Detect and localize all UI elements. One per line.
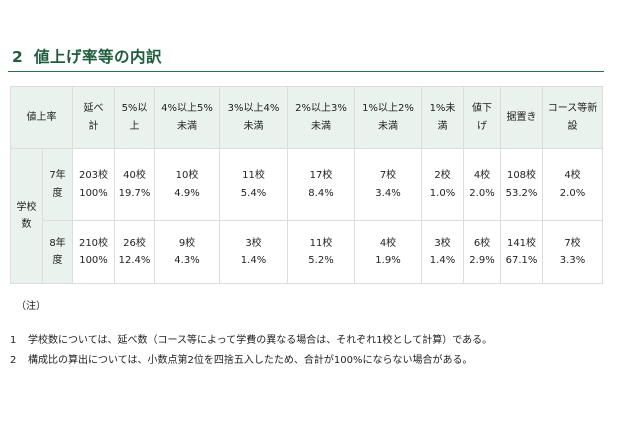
table-cell: 11校 5.4% bbox=[219, 148, 288, 221]
table-header-row: 値上率 延べ計 5%以上 4%以上5% 未満 3%以上4% 未満 2%以上3% 未満 … bbox=[10, 86, 603, 149]
header-rate-label: 値上率 bbox=[10, 86, 73, 149]
notes-heading: （注） bbox=[16, 301, 46, 312]
table-cell: 7校 3.4% bbox=[354, 148, 422, 221]
table-cell: 2校 1.0% bbox=[421, 148, 464, 221]
header-new-course: コース等新設 bbox=[542, 86, 603, 149]
header-decrease: 値下げ bbox=[463, 86, 501, 149]
table-cell: 3校 1.4% bbox=[219, 220, 288, 284]
table-cell: 203校 100% bbox=[72, 148, 115, 221]
table-cell: 4校 2.0% bbox=[463, 148, 501, 221]
table-cell: 4校 1.9% bbox=[354, 220, 422, 284]
row-year-label: 8年度 bbox=[42, 220, 73, 284]
table-cell: 9校 4.3% bbox=[154, 220, 220, 284]
header-2-3pct: 2%以上3% 未満 bbox=[287, 86, 355, 149]
price-increase-table: 値上率 延べ計 5%以上 4%以上5% 未満 3%以上4% 未満 2%以上3% 未満 … bbox=[10, 86, 603, 284]
note-text: 構成比の算出については、小数点第2位を四捨五入したため、合計が100%にならない… bbox=[28, 355, 473, 366]
table-cell: 17校 8.4% bbox=[287, 148, 355, 221]
table-cell: 6校 2.9% bbox=[463, 220, 501, 284]
header-under-1pct: 1%未満 bbox=[421, 86, 464, 149]
side-label-school-count: 学校数 bbox=[10, 148, 43, 284]
table-cell: 141校 67.1% bbox=[500, 220, 543, 284]
table-cell: 7校 3.3% bbox=[542, 220, 603, 284]
table-cell: 10校 4.9% bbox=[154, 148, 220, 221]
note-text: 学校数については、延べ数（コース等によって学費の異なる場合は、それぞれ1校として… bbox=[28, 335, 493, 346]
section-title: 値上げ率等の内訳 bbox=[34, 48, 163, 66]
note-number: 2 bbox=[10, 355, 17, 366]
table-cell: 3校 1.4% bbox=[421, 220, 464, 284]
header-unchanged: 据置き bbox=[500, 86, 543, 149]
table-cell: 11校 5.2% bbox=[287, 220, 355, 284]
section-heading: 2 値上げ率等の内訳 bbox=[12, 45, 162, 67]
note-item: 2 構成比の算出については、小数点第2位を四捨五入したため、合計が100%にならな… bbox=[10, 351, 472, 366]
note-item: 1 学校数については、延べ数（コース等によって学費の異なる場合は、それぞれ1校とし… bbox=[10, 331, 492, 346]
header-1-2pct: 1%以上2% 未満 bbox=[354, 86, 422, 149]
table-row: 学校数 7年度 203校 100% 40校 19.7% 10校 4.9% 11校 5.4… bbox=[10, 148, 603, 284]
heading-divider bbox=[8, 71, 604, 72]
table-cell: 40校 19.7% bbox=[114, 148, 155, 221]
section-number: 2 bbox=[12, 48, 24, 66]
table-cell: 210校 100% bbox=[72, 220, 115, 284]
header-total: 延べ計 bbox=[72, 86, 115, 149]
header-4-5pct: 4%以上5% 未満 bbox=[154, 86, 220, 149]
table-cell: 108校 53.2% bbox=[500, 148, 543, 221]
header-3-4pct: 3%以上4% 未満 bbox=[219, 86, 288, 149]
table-cell: 26校 12.4% bbox=[114, 220, 155, 284]
header-5pct-plus: 5%以上 bbox=[114, 86, 155, 149]
note-number: 1 bbox=[10, 335, 17, 346]
table-cell: 4校 2.0% bbox=[542, 148, 603, 221]
row-year-label: 7年度 bbox=[42, 148, 73, 221]
table-row: 8年度 210校 100% 26校 12.4% 9校 4.3% 3校 1.4% 11校 5… bbox=[11, 220, 603, 284]
